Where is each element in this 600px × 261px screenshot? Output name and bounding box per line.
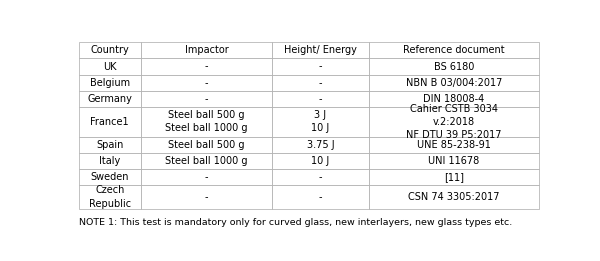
Bar: [272, 107, 369, 137]
Bar: [79, 75, 141, 91]
Text: Czech
Republic: Czech Republic: [89, 186, 131, 209]
Text: -: -: [319, 62, 322, 72]
Bar: [141, 169, 272, 185]
Bar: [79, 91, 141, 107]
Bar: [272, 169, 369, 185]
Text: CSN 74 3305:2017: CSN 74 3305:2017: [408, 192, 500, 202]
Text: France1: France1: [91, 117, 129, 127]
Text: -: -: [205, 62, 208, 72]
Bar: [369, 107, 539, 137]
Text: Sweden: Sweden: [91, 172, 129, 182]
Text: Steel ball 500 g
Steel ball 1000 g: Steel ball 500 g Steel ball 1000 g: [165, 110, 248, 133]
Text: Steel ball 500 g: Steel ball 500 g: [168, 140, 245, 150]
Bar: [369, 185, 539, 209]
Bar: [141, 58, 272, 75]
Text: NBN B 03/004:2017: NBN B 03/004:2017: [406, 78, 502, 88]
Text: -: -: [205, 78, 208, 88]
Bar: [272, 91, 369, 107]
Text: -: -: [205, 172, 208, 182]
Text: -: -: [319, 78, 322, 88]
Bar: [141, 75, 272, 91]
Text: Steel ball 1000 g: Steel ball 1000 g: [165, 156, 248, 166]
Text: UNI 11678: UNI 11678: [428, 156, 479, 166]
Bar: [79, 185, 141, 209]
Text: BS 6180: BS 6180: [434, 62, 474, 72]
Bar: [272, 153, 369, 169]
Text: -: -: [319, 192, 322, 202]
Bar: [141, 42, 272, 58]
Text: Cahier CSTB 3034
v.2:2018
NF DTU 39 P5:2017: Cahier CSTB 3034 v.2:2018 NF DTU 39 P5:2…: [406, 104, 502, 140]
Bar: [141, 107, 272, 137]
Text: Reference document: Reference document: [403, 45, 505, 55]
Bar: [272, 75, 369, 91]
Bar: [369, 91, 539, 107]
Text: Belgium: Belgium: [90, 78, 130, 88]
Bar: [141, 185, 272, 209]
Bar: [272, 137, 369, 153]
Bar: [79, 169, 141, 185]
Text: -: -: [205, 192, 208, 202]
Bar: [272, 42, 369, 58]
Text: Height/ Energy: Height/ Energy: [284, 45, 357, 55]
Text: DIN 18008-4: DIN 18008-4: [423, 94, 485, 104]
Text: Germany: Germany: [88, 94, 132, 104]
Bar: [369, 169, 539, 185]
Bar: [141, 153, 272, 169]
Bar: [272, 58, 369, 75]
Bar: [369, 42, 539, 58]
Bar: [272, 185, 369, 209]
Text: 10 J: 10 J: [311, 156, 329, 166]
Text: Country: Country: [91, 45, 129, 55]
Bar: [141, 137, 272, 153]
Bar: [369, 153, 539, 169]
Text: Italy: Italy: [99, 156, 121, 166]
Text: 3 J
10 J: 3 J 10 J: [311, 110, 329, 133]
Text: Spain: Spain: [96, 140, 124, 150]
Bar: [369, 75, 539, 91]
Text: UK: UK: [103, 62, 116, 72]
Text: -: -: [319, 94, 322, 104]
Text: -: -: [205, 94, 208, 104]
Text: Impactor: Impactor: [185, 45, 229, 55]
Bar: [79, 58, 141, 75]
Text: NOTE 1: This test is mandatory only for curved glass, new interlayers, new glass: NOTE 1: This test is mandatory only for …: [79, 218, 512, 227]
Bar: [369, 137, 539, 153]
Bar: [79, 137, 141, 153]
Bar: [79, 153, 141, 169]
Bar: [79, 42, 141, 58]
Text: [11]: [11]: [444, 172, 464, 182]
Bar: [141, 91, 272, 107]
Text: UNE 85-238-91: UNE 85-238-91: [417, 140, 491, 150]
Text: 3.75 J: 3.75 J: [307, 140, 334, 150]
Text: -: -: [319, 172, 322, 182]
Bar: [79, 107, 141, 137]
Bar: [369, 58, 539, 75]
